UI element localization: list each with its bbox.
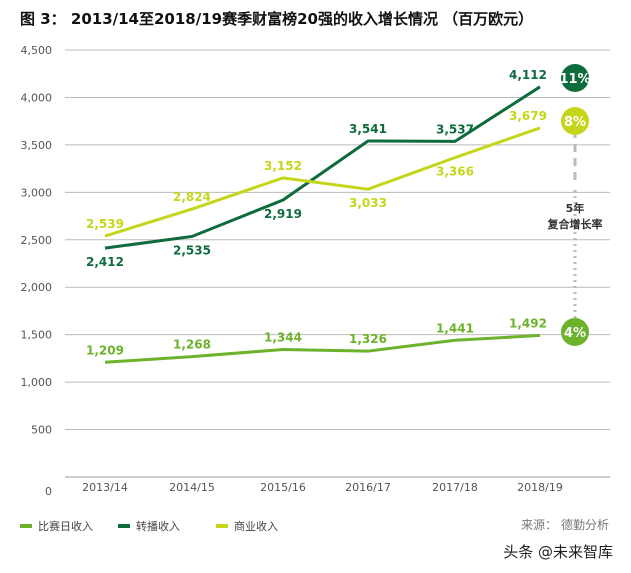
legend-item-commercial: 商业收入 — [216, 518, 278, 534]
data-label: 3,033 — [349, 196, 387, 210]
y-tick-label: 4,500 — [21, 44, 53, 57]
cagr-badge-matchday — [561, 318, 589, 346]
y-tick-label: 2,500 — [21, 234, 53, 247]
x-tick-label: 2016/17 — [345, 481, 391, 494]
data-label: 2,539 — [86, 217, 124, 231]
data-label: 1,441 — [436, 321, 474, 335]
cagr-value: 11% — [559, 72, 590, 87]
series-line-commercial — [104, 126, 541, 238]
legend-label: 商业收入 — [234, 520, 278, 533]
data-label: 2,535 — [173, 243, 211, 257]
legend-label: 转播收入 — [136, 520, 180, 533]
chart-title: 图 3： 2013/14至2018/19赛季财富榜20强的收入增长情况 （百万欧… — [20, 10, 534, 28]
y-tick-label: 0 — [45, 485, 52, 498]
data-label: 3,679 — [509, 109, 547, 123]
data-label: 1,326 — [349, 332, 387, 346]
y-tick-label: 500 — [31, 424, 52, 437]
x-tick-label: 2018/19 — [517, 481, 563, 494]
data-label: 4,112 — [509, 68, 547, 82]
cagr-annotation: 5年 — [566, 201, 585, 215]
series-line-matchday — [104, 333, 541, 364]
legend-label: 比赛日收入 — [38, 520, 93, 533]
data-label: 3,152 — [264, 159, 302, 173]
legend-item-broadcast: 转播收入 — [118, 518, 180, 534]
data-label: 3,541 — [349, 122, 387, 136]
watermark: 头条 @未来智库 — [503, 543, 613, 561]
data-label: 1,209 — [86, 343, 124, 357]
y-tick-label: 4,000 — [21, 91, 53, 104]
data-label: 2,919 — [264, 207, 302, 221]
data-label: 1,268 — [173, 338, 211, 352]
y-tick-label: 2,000 — [21, 281, 53, 294]
y-tick-label: 1,000 — [21, 376, 53, 389]
cagr-value: 4% — [564, 326, 586, 341]
source-note: 来源： 德勤分析 — [521, 518, 609, 532]
cagr-badge-broadcast — [561, 64, 589, 92]
cagr-annotation: 复合增长率 — [547, 217, 603, 231]
legend-swatch — [118, 524, 130, 528]
x-tick-label: 2015/16 — [260, 481, 306, 494]
cagr-value: 8% — [564, 115, 586, 130]
data-label: 3,537 — [436, 122, 474, 136]
legend-swatch — [216, 524, 228, 528]
x-tick-label: 2014/15 — [169, 481, 215, 494]
x-tick-label: 2013/14 — [82, 481, 128, 494]
y-tick-label: 3,000 — [21, 186, 53, 199]
data-label: 1,492 — [509, 316, 547, 330]
series-line-broadcast — [104, 85, 541, 250]
cagr-badge-commercial — [561, 107, 589, 135]
data-label: 3,366 — [436, 165, 474, 179]
data-label: 2,824 — [173, 190, 211, 204]
y-tick-label: 1,500 — [21, 329, 53, 342]
y-tick-label: 3,500 — [21, 139, 53, 152]
data-label: 2,412 — [86, 255, 124, 269]
x-tick-label: 2017/18 — [432, 481, 478, 494]
legend-item-matchday: 比赛日收入 — [20, 518, 93, 534]
data-label: 1,344 — [264, 330, 302, 344]
legend-swatch — [20, 524, 32, 528]
